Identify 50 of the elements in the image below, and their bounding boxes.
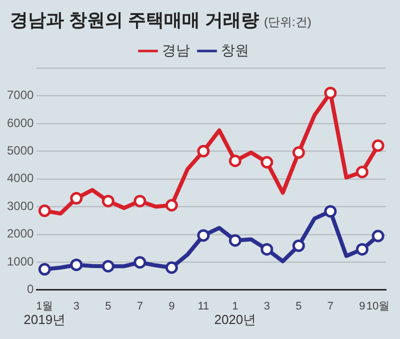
point <box>228 234 242 247</box>
point <box>165 261 178 274</box>
point <box>292 146 305 159</box>
x-tick-label: 7 <box>136 300 143 312</box>
text: 2020년 <box>214 312 256 327</box>
x-tick-label: 9 <box>168 300 175 312</box>
y-tick-label: 1000 <box>6 254 34 268</box>
point <box>197 229 210 242</box>
point <box>260 156 274 169</box>
point <box>134 256 146 269</box>
point <box>102 194 114 208</box>
x-tick-label: 10월 <box>366 300 390 312</box>
x-tick-label: 1월 <box>36 300 54 312</box>
x-tick-label: 5 <box>105 300 112 312</box>
chart-title: 경남과 창원의 주택매매 거래량 <box>10 10 260 30</box>
legend-label: 경남 <box>162 42 190 58</box>
y-tick-label: 2000 <box>6 226 34 241</box>
x-tick-label: 5 <box>296 300 302 312</box>
point <box>324 86 337 100</box>
point <box>324 205 337 218</box>
text: 2019년 <box>24 312 66 327</box>
point <box>134 194 146 208</box>
point <box>356 166 368 178</box>
y-tick-label: 7000 <box>6 88 34 102</box>
point <box>372 139 384 152</box>
x-tick-label: 11 <box>198 300 210 312</box>
point <box>356 243 368 256</box>
point <box>197 144 210 158</box>
y-tick-label: 3000 <box>6 198 34 213</box>
y-tick-label: 4000 <box>6 171 34 186</box>
y-tick-label: 5000 <box>6 143 34 158</box>
point <box>38 263 51 276</box>
legend-label: 창원 <box>221 42 249 58</box>
x-tick-label: 1 <box>232 300 238 312</box>
point <box>260 243 274 256</box>
point <box>38 204 51 218</box>
x-tick-label: 9 <box>359 300 366 312</box>
x-tick-label: 7 <box>327 300 334 312</box>
point <box>372 230 384 242</box>
point <box>70 258 83 272</box>
chart-subtitle: (단위:건) <box>264 15 312 29</box>
y-tick-label: 6000 <box>6 116 34 130</box>
x-tick-label: 3 <box>73 300 80 312</box>
point <box>102 260 114 272</box>
point <box>228 154 242 168</box>
point <box>292 239 305 252</box>
point <box>70 192 83 205</box>
x-tick-label: 3 <box>264 300 270 312</box>
y-tick-label: 0 <box>27 282 34 296</box>
point <box>165 198 178 212</box>
